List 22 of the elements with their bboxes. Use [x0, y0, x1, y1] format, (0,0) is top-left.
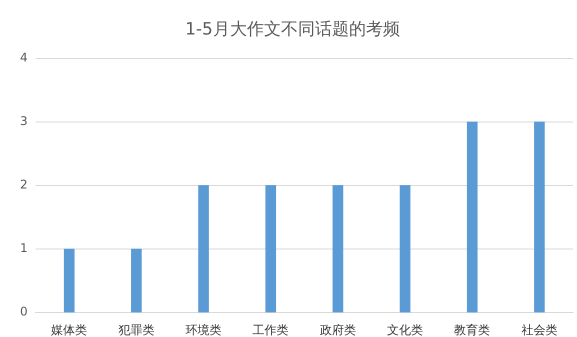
x-tick-label: 教育类 [454, 322, 490, 337]
x-tick-label: 文化类 [387, 322, 424, 337]
chart-title: 1-5月大作文不同话题的考频 [185, 20, 400, 40]
y-tick-label: 4 [20, 50, 28, 65]
bar [64, 248, 75, 312]
x-tick-label: 政府类 [320, 322, 356, 337]
y-tick-label: 3 [20, 114, 28, 128]
bar [400, 185, 410, 312]
bar [332, 185, 344, 312]
x-tick-label: 媒体类 [51, 322, 88, 337]
bar [534, 122, 545, 312]
x-tick-label: 环境类 [186, 322, 222, 337]
bar [265, 185, 276, 312]
x-tick-label: 犯罪类 [118, 322, 154, 337]
y-tick-label: 1 [20, 241, 28, 256]
bar [466, 122, 478, 312]
x-tick-label: 工作类 [252, 322, 289, 337]
y-tick-label: 2 [20, 178, 28, 192]
y-tick-label: 0 [20, 304, 28, 319]
bar [131, 248, 142, 312]
x-tick-label: 社会类 [521, 322, 558, 337]
bar [198, 185, 209, 312]
